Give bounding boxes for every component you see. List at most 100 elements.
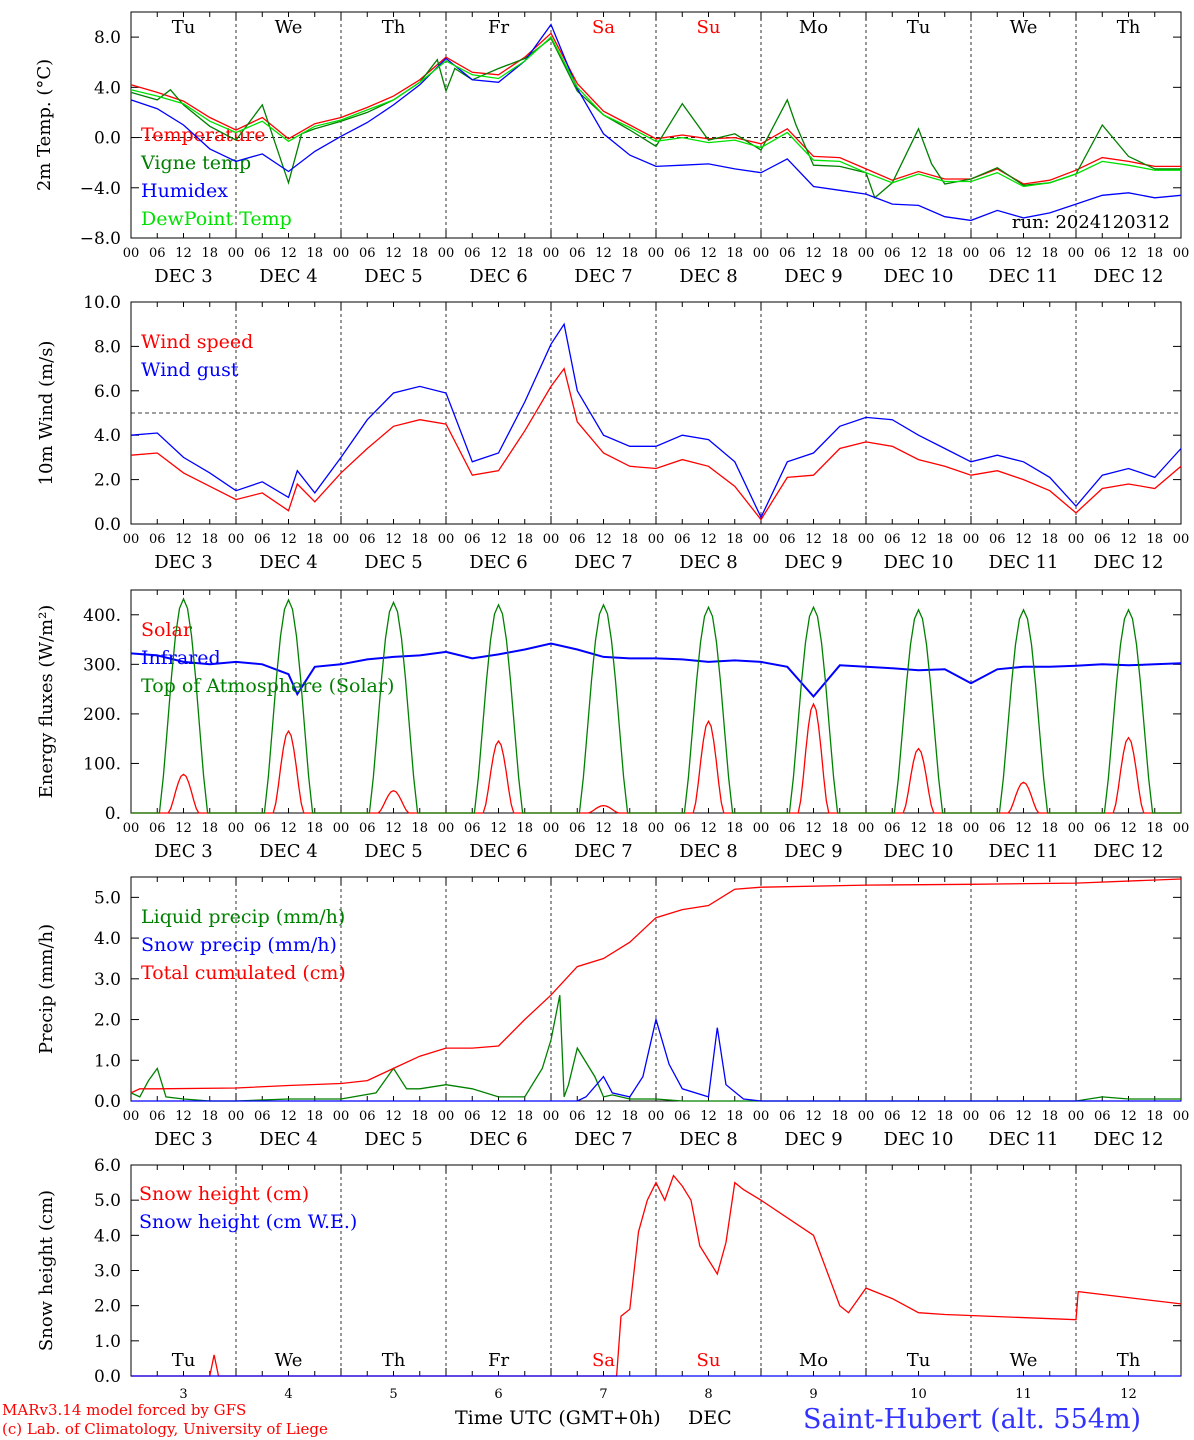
hour-label: 00	[648, 821, 665, 836]
hour-label: 18	[1041, 821, 1058, 836]
y-tick-label: 0.0	[94, 515, 121, 535]
hour-label: 00	[123, 532, 140, 547]
panel-3: 400. 300. 200. 100. 0. Energy fluxes (W/m²) 00…	[36, 589, 1189, 862]
date-label: DEC 7	[574, 1129, 633, 1150]
hour-label: 06	[464, 532, 481, 547]
day-number: 3	[179, 1387, 187, 1402]
hour-label: 18	[621, 1109, 638, 1124]
hour-label: 00	[1173, 1109, 1190, 1124]
date-label: DEC 11	[989, 1129, 1059, 1150]
panel-2: 10.0 8.0 6.0 4.0 2.0 0.0 10m Wind (m/s) 00 06 12 1…	[36, 293, 1189, 573]
x-axis-label: Time UTC (GMT+0h)	[455, 1407, 661, 1429]
weekday-label: Th	[382, 1350, 406, 1371]
hour-label: 18	[411, 246, 428, 261]
y-tick-label: 4.0	[94, 929, 121, 949]
station-name: Saint-Hubert (alt. 554m)	[803, 1404, 1141, 1435]
hour-label: 18	[936, 821, 953, 836]
weekday-label: Su	[697, 17, 721, 38]
date-label: DEC 8	[679, 841, 738, 862]
hour-label: 12	[910, 246, 927, 261]
hour-label: 12	[700, 1109, 717, 1124]
date-label: DEC 5	[364, 1129, 423, 1150]
hour-label: 00	[1068, 821, 1085, 836]
hour-label: 12	[595, 821, 612, 836]
date-label: DEC 9	[784, 841, 843, 862]
y-tick-label: 5.0	[94, 888, 121, 908]
hour-label: 06	[779, 1109, 796, 1124]
hour-label: 00	[333, 1109, 350, 1124]
y-tick-label: 2.0	[94, 1297, 121, 1317]
hour-label: 00	[228, 1109, 245, 1124]
hour-label: 12	[805, 246, 822, 261]
series-line	[130, 23, 1182, 222]
weekday-label: We	[1010, 1350, 1038, 1371]
weekday-label: Tu	[907, 1350, 931, 1371]
y-tick-label: 4.0	[94, 78, 121, 98]
hour-label: 18	[726, 821, 743, 836]
hour-label: 12	[700, 246, 717, 261]
hour-label: 00	[753, 1109, 770, 1124]
date-label: DEC 5	[364, 552, 423, 573]
hour-label: 06	[464, 1109, 481, 1124]
hour-label: 12	[280, 532, 297, 547]
weekday-label: Su	[697, 1350, 721, 1371]
y-tick-label: 1.0	[94, 1332, 121, 1352]
hour-label: 12	[490, 532, 507, 547]
hour-label: 06	[254, 1109, 271, 1124]
hour-label: 12	[910, 821, 927, 836]
hour-label: 18	[621, 532, 638, 547]
hour-label: 18	[306, 246, 323, 261]
hour-label: 12	[490, 821, 507, 836]
hour-label: 00	[963, 532, 980, 547]
y-tick-label: 2.0	[94, 1011, 121, 1031]
hour-label: 12	[1015, 1109, 1032, 1124]
day-number: 4	[284, 1387, 292, 1402]
hour-label: 06	[674, 532, 691, 547]
hour-label: 00	[858, 821, 875, 836]
y-tick-label: 8.0	[94, 337, 121, 357]
panel-1: 8.0 4.0 0.0 −4.0 −8.0 2m Temp. (°C) Tu We Th Fr Sa…	[34, 11, 1190, 287]
hour-label: 06	[674, 246, 691, 261]
hour-label: 00	[753, 246, 770, 261]
hour-label: 12	[910, 532, 927, 547]
hour-label: 00	[543, 532, 560, 547]
y-tick-label: 8.0	[94, 28, 121, 48]
hour-label: 06	[149, 532, 166, 547]
date-label: DEC 12	[1094, 266, 1164, 287]
y-axis-label: 10m Wind (m/s)	[36, 341, 57, 486]
hour-label: 06	[1094, 246, 1111, 261]
legend-entry: Infrared	[141, 647, 221, 669]
hour-label: 18	[306, 532, 323, 547]
hour-label: 12	[910, 1109, 927, 1124]
hour-label: 12	[280, 246, 297, 261]
y-tick-label: 1.0	[94, 1051, 121, 1071]
date-label: DEC 10	[884, 552, 954, 573]
date-label: DEC 6	[469, 552, 528, 573]
date-label: DEC 12	[1094, 841, 1164, 862]
series-line	[130, 642, 1182, 699]
hour-label: 18	[201, 246, 218, 261]
hour-label: 18	[411, 532, 428, 547]
y-tick-label: 0.0	[94, 1367, 121, 1387]
hour-label: 12	[175, 246, 192, 261]
y-tick-label: 0.	[105, 804, 121, 824]
hour-label: 00	[228, 532, 245, 547]
y-tick-label: −4.0	[80, 179, 121, 199]
hour-label: 18	[936, 1109, 953, 1124]
hour-label: 18	[726, 532, 743, 547]
hour-label: 06	[989, 532, 1006, 547]
hour-label: 12	[490, 246, 507, 261]
hour-label: 18	[1146, 246, 1163, 261]
hour-label: 12	[490, 1109, 507, 1124]
hour-label: 06	[569, 532, 586, 547]
hour-label: 18	[1041, 532, 1058, 547]
hour-label: 18	[411, 821, 428, 836]
hour-label: 00	[1173, 246, 1190, 261]
hour-label: 06	[884, 532, 901, 547]
hour-label: 06	[779, 246, 796, 261]
hour-label: 18	[831, 1109, 848, 1124]
hour-label: 00	[963, 1109, 980, 1124]
legend-entry: DewPoint Temp	[141, 208, 292, 230]
legend-entry: Snow height (cm)	[139, 1183, 309, 1205]
